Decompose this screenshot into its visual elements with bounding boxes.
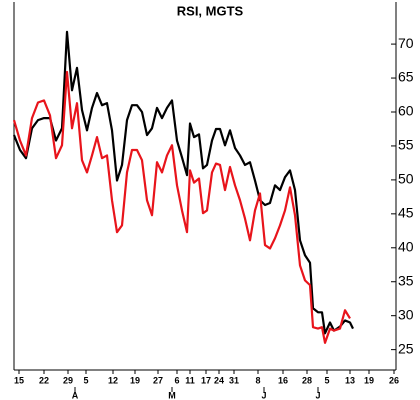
- y-tick-label: 50: [398, 171, 414, 187]
- month-label: J: [315, 390, 320, 400]
- x-tick-label: 24: [214, 375, 224, 385]
- y-tick-label: 40: [398, 238, 414, 254]
- y-tick-label: 55: [398, 137, 414, 153]
- y-tick-label: 60: [398, 103, 414, 119]
- x-tick-label: 19: [364, 375, 374, 385]
- x-tick-label: 5: [83, 375, 88, 385]
- x-tick-label: 22: [39, 375, 49, 385]
- series-line: [12, 30, 354, 335]
- x-tick-label: 8: [255, 375, 260, 385]
- y-tick-label: 70: [398, 35, 414, 51]
- x-tick-label: 26: [389, 375, 399, 385]
- y-tick-label: 45: [398, 205, 414, 221]
- month-label: J: [261, 390, 266, 400]
- x-tick-label: 5: [324, 375, 329, 385]
- y-tick-label: 35: [398, 272, 414, 288]
- x-tick-label: 15: [14, 375, 24, 385]
- x-tick-label: 12: [108, 375, 118, 385]
- y-tick-label: 25: [398, 340, 414, 356]
- y-tick-label: 65: [398, 69, 414, 85]
- x-tick-label: 29: [63, 375, 73, 385]
- x-tick-label: 19: [130, 375, 140, 385]
- chart-title: RSI, MGTS: [177, 3, 244, 18]
- x-tick-label: 27: [153, 375, 163, 385]
- x-tick-label: 31: [229, 375, 239, 385]
- y-tick-label: 30: [398, 306, 414, 322]
- series-line: [12, 70, 351, 344]
- x-tick-label: 13: [345, 375, 355, 385]
- x-tick-label: 16: [278, 375, 288, 385]
- x-tick-label: 6: [174, 375, 179, 385]
- x-tick-label: 28: [302, 375, 312, 385]
- month-label: M: [168, 390, 176, 400]
- x-tick-label: 11: [185, 375, 195, 385]
- x-tick-label: 17: [201, 375, 211, 385]
- month-label: A: [72, 390, 79, 400]
